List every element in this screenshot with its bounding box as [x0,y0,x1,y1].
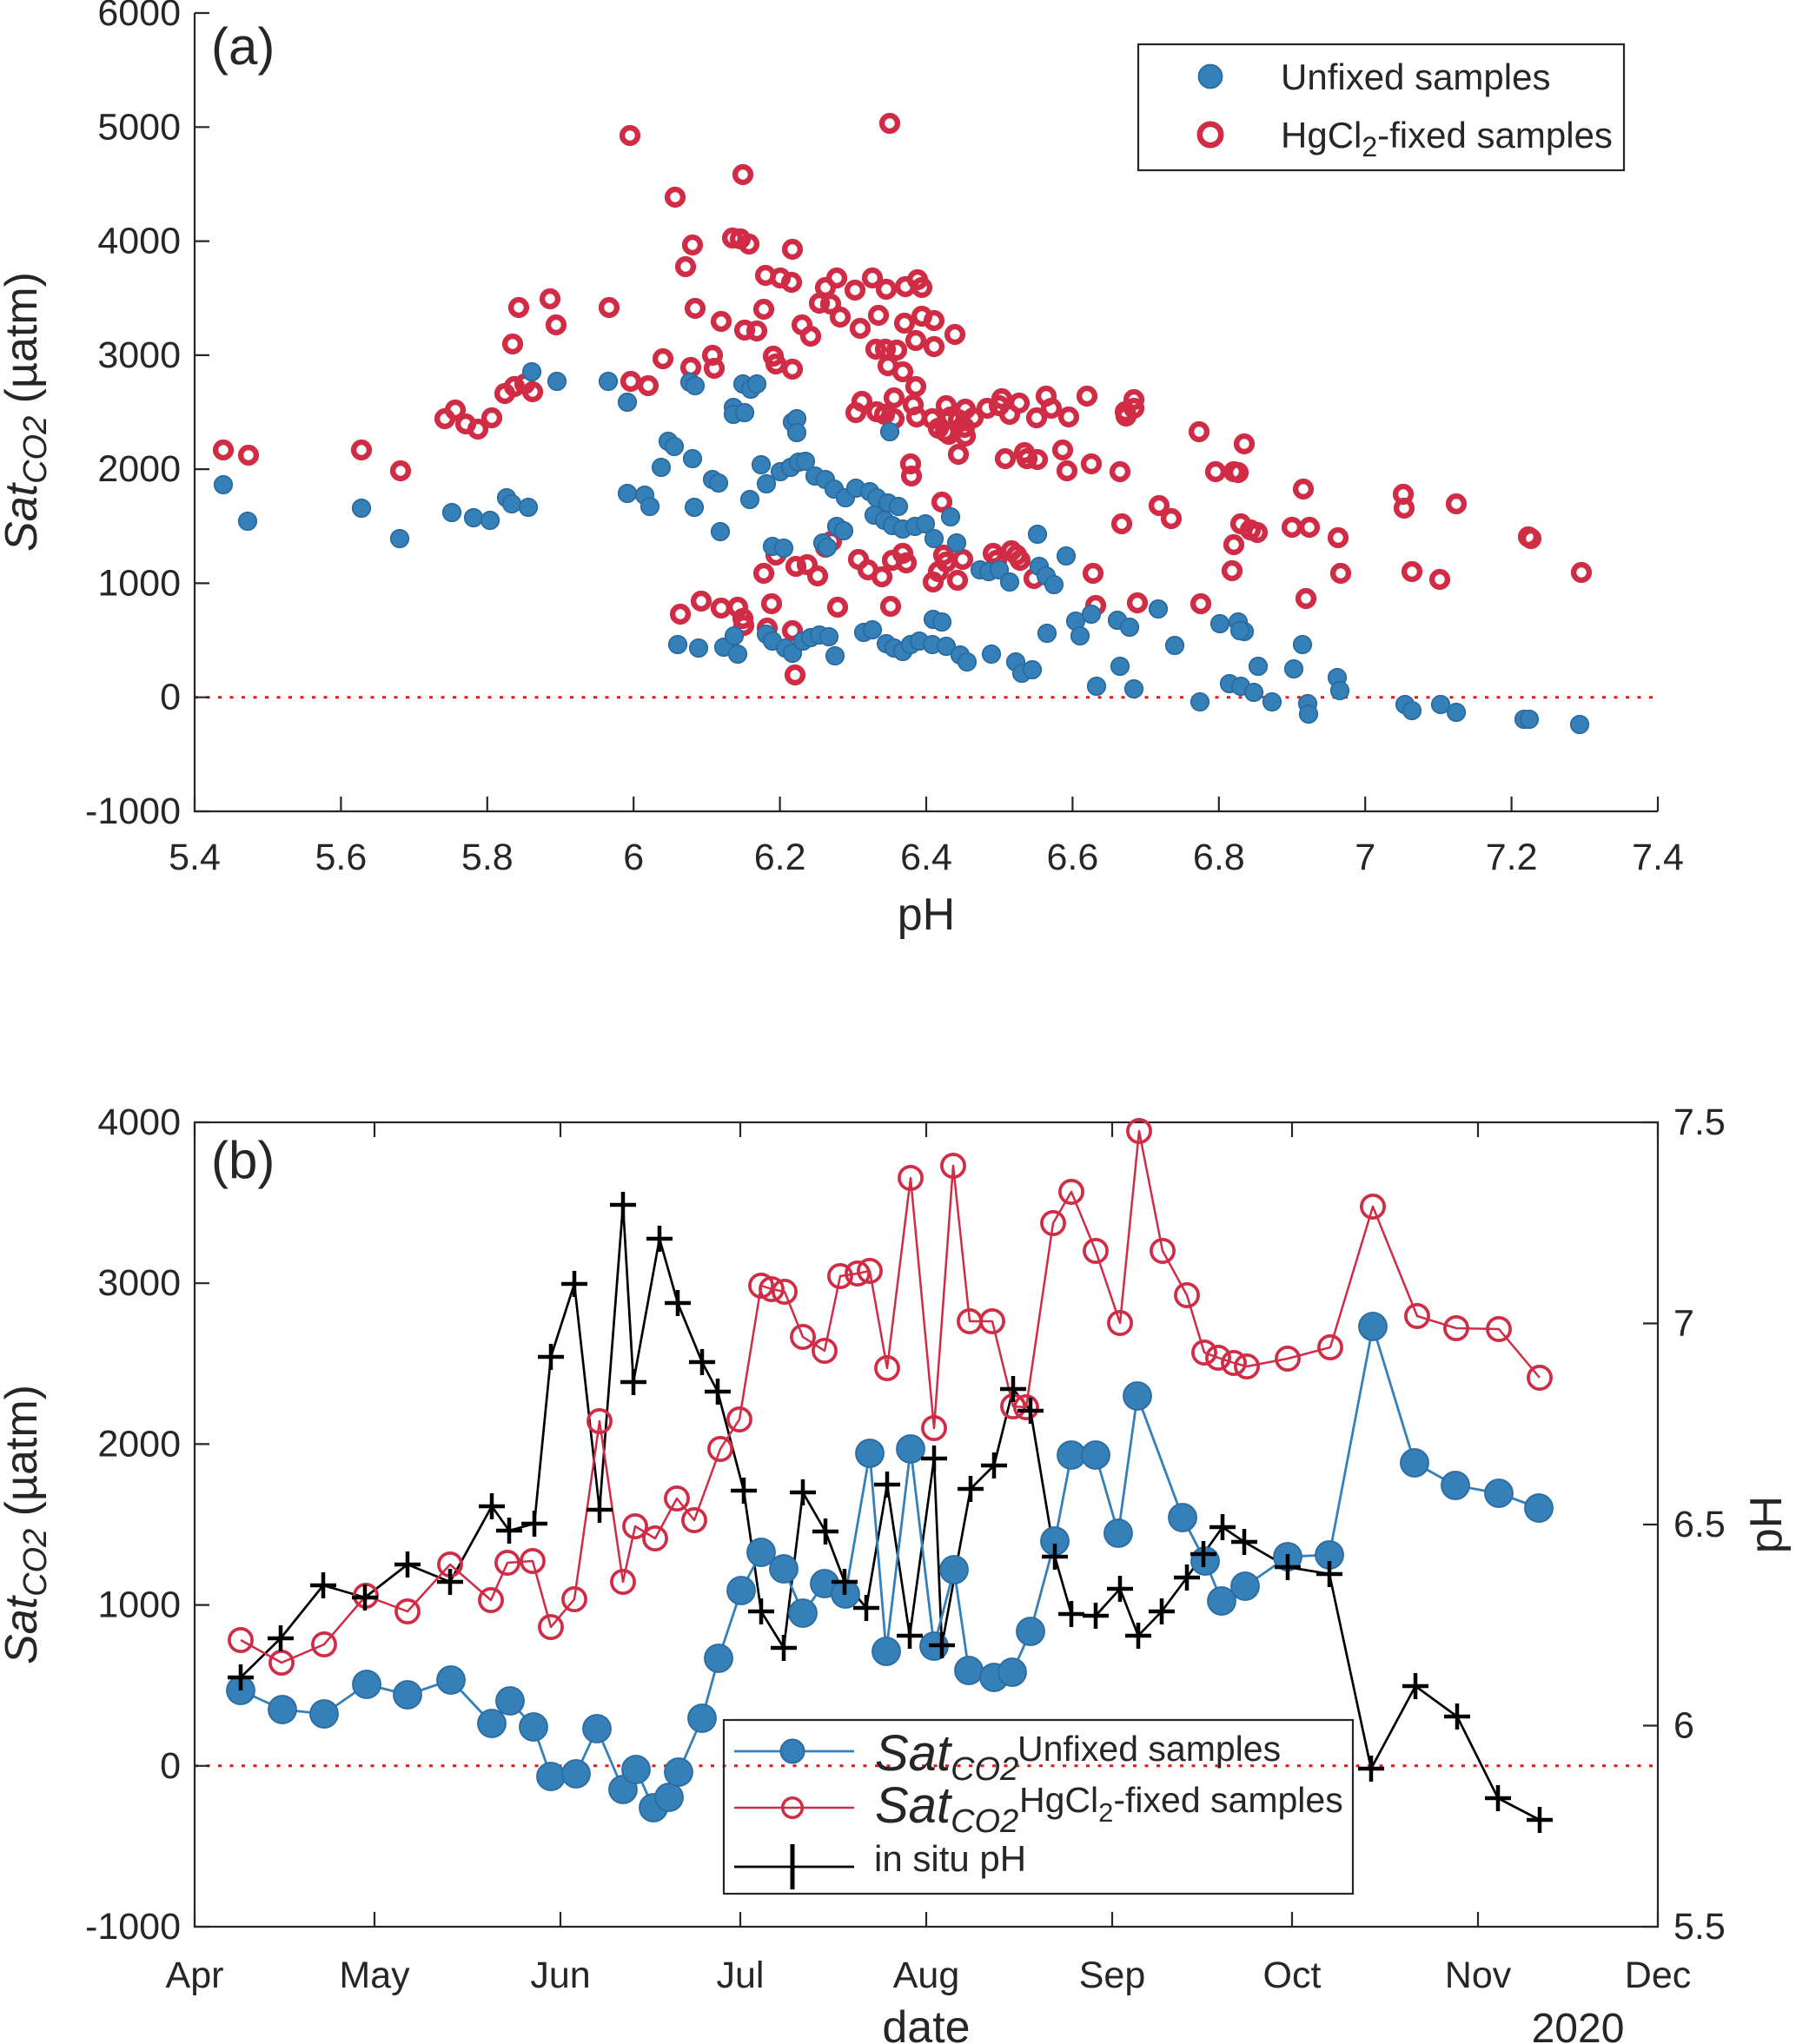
svg-text:5.5: 5.5 [1673,1906,1726,1948]
svg-text:5.6: 5.6 [315,837,368,878]
svg-text:Jul: Jul [717,1955,765,1996]
svg-text:2020: 2020 [1532,2006,1625,2044]
svg-text:0: 0 [160,1745,181,1787]
svg-text:5.8: 5.8 [461,837,514,878]
svg-text:5000: 5000 [97,106,181,148]
svg-text:Nov: Nov [1445,1955,1512,1996]
svg-text:date: date [882,2002,970,2044]
svg-text:Unfixed samples: Unfixed samples [1017,1729,1281,1769]
svg-text:7.2: 7.2 [1486,837,1538,878]
svg-text:-1000: -1000 [85,790,181,832]
svg-text:Sep: Sep [1079,1955,1146,1996]
svg-text:Apr: Apr [166,1955,224,1996]
svg-text:6.6: 6.6 [1047,837,1099,878]
svg-text:(b): (b) [211,1131,275,1189]
svg-text:6000: 6000 [97,0,181,34]
svg-text:6: 6 [1673,1705,1694,1747]
svg-text:SatCO2 (µatm): SatCO2 (µatm) [0,1385,54,1664]
svg-text:5.4: 5.4 [169,837,221,878]
svg-text:3000: 3000 [97,1262,181,1304]
svg-text:7.4: 7.4 [1632,837,1684,878]
svg-text:6: 6 [623,837,644,878]
svg-text:0: 0 [160,677,181,718]
svg-text:pH: pH [898,890,955,940]
svg-text:6.5: 6.5 [1673,1504,1726,1545]
svg-text:7.5: 7.5 [1673,1101,1726,1143]
svg-text:6.2: 6.2 [754,837,806,878]
svg-text:pH: pH [1741,1496,1792,1553]
svg-text:1000: 1000 [97,562,181,604]
svg-text:Dec: Dec [1625,1955,1691,1996]
svg-text:Jun: Jun [530,1955,590,1996]
svg-text:-1000: -1000 [85,1906,181,1948]
svg-text:2000: 2000 [97,1423,181,1465]
svg-text:Aug: Aug [893,1955,960,1996]
svg-text:7: 7 [1673,1303,1694,1345]
svg-text:HgCl2-fixed samples: HgCl2-fixed samples [1019,1780,1343,1828]
svg-text:HgCl2-fixed samples: HgCl2-fixed samples [1281,115,1613,162]
svg-text:6.4: 6.4 [900,837,952,878]
svg-text:4000: 4000 [97,221,181,262]
svg-text:(a): (a) [211,17,275,76]
svg-text:3000: 3000 [97,334,181,376]
svg-text:7: 7 [1355,837,1375,878]
svg-text:4000: 4000 [97,1101,181,1143]
svg-text:1000: 1000 [97,1584,181,1626]
svg-text:2000: 2000 [97,448,181,490]
svg-text:SatCO2 (µatm): SatCO2 (µatm) [0,272,54,552]
svg-text:May: May [339,1955,410,1996]
svg-text:Unfixed samples: Unfixed samples [1281,56,1550,97]
svg-text:6.8: 6.8 [1193,837,1245,878]
svg-text:in situ pH: in situ pH [874,1838,1026,1879]
svg-text:Oct: Oct [1263,1955,1322,1996]
